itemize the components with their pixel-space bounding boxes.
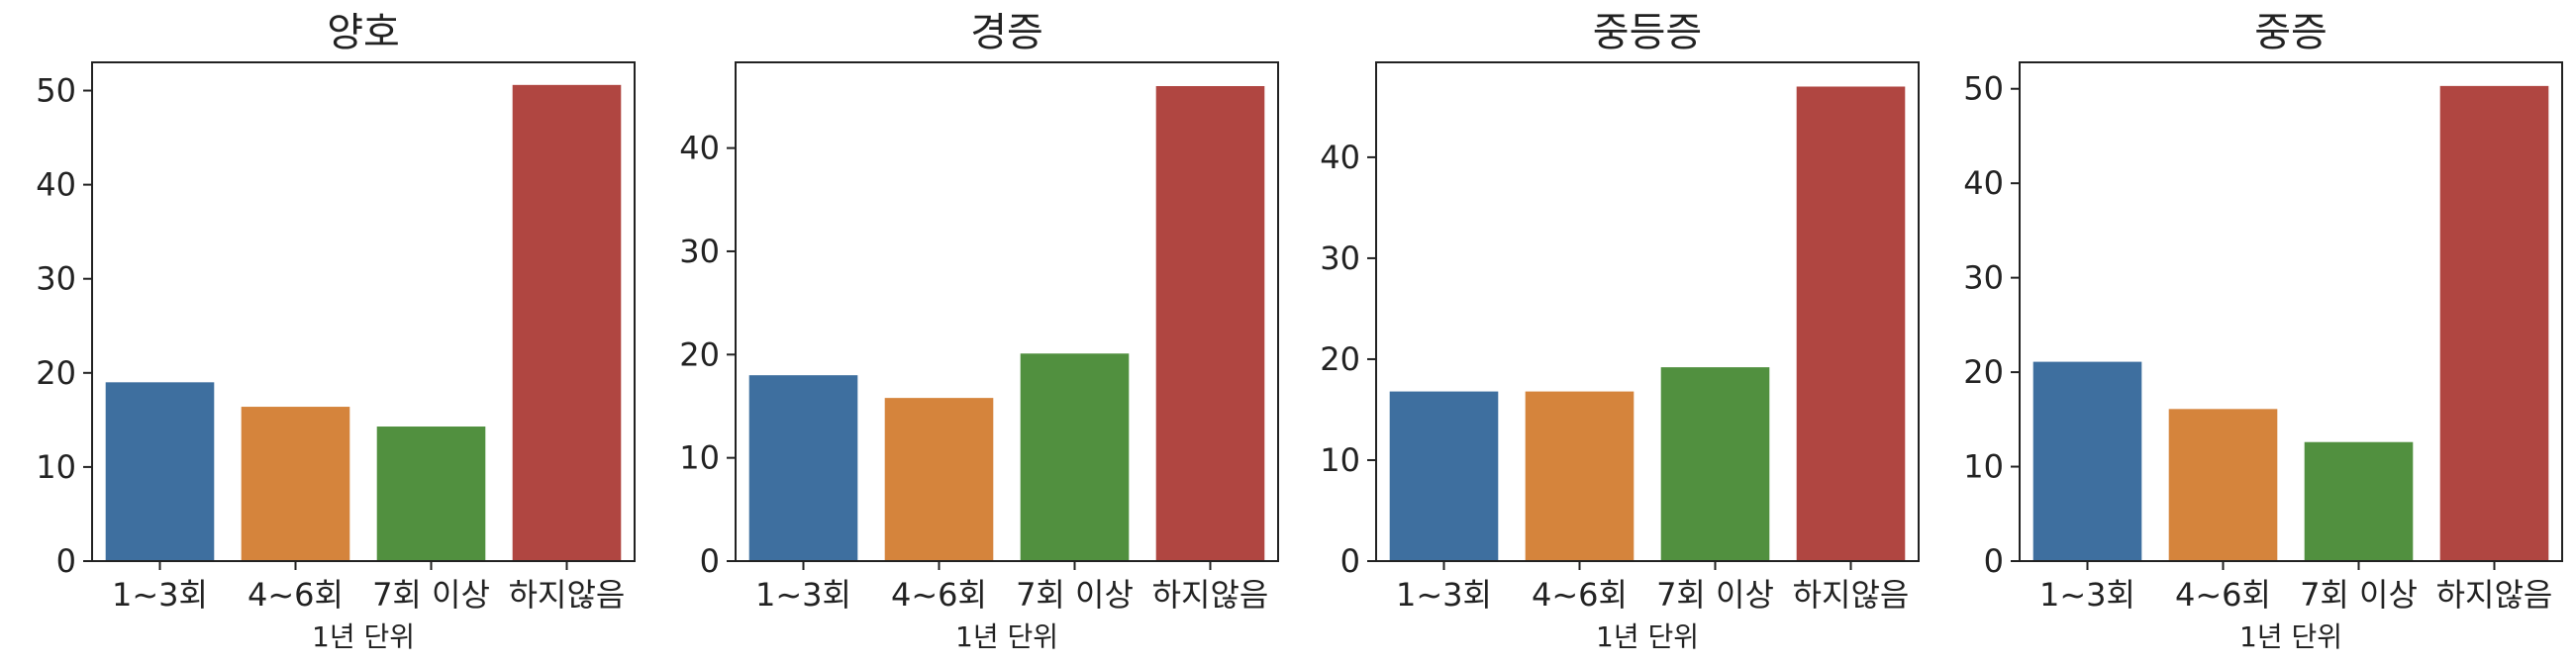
chart-panel-4: 0 10 20 30 40 50 1~3회 4~6회 7회 이상 하지않음 중증 1년 단위 [1963, 10, 2563, 653]
x-tick-label: 하지않음 [1793, 576, 1910, 614]
x-tick-label: 7회 이상 [1656, 576, 1774, 614]
y-tick-label: 40 [1320, 139, 1360, 176]
y-tick-label: 20 [36, 354, 76, 392]
plot-frame [91, 61, 636, 562]
bar-none [1796, 86, 1906, 561]
y-tick-label: 30 [1963, 259, 2004, 297]
chart-panel-1: 0 10 20 30 40 50 1~3회 4~6회 7회 이상 하지않음 양호 1년 단위 [36, 10, 636, 653]
bar-7-plus [376, 427, 486, 561]
y-tick-label: 40 [1963, 164, 2004, 202]
x-tick-label: 하지않음 [1152, 576, 1269, 614]
x-tick-label: 4~6회 [1532, 576, 1628, 614]
y-tick-label: 30 [679, 233, 720, 270]
x-axis-label: 1년 단위 [1596, 620, 1699, 653]
bar-7-plus [1020, 353, 1130, 561]
y-tick-label: 10 [36, 448, 76, 486]
x-tick-label: 1~3회 [2039, 576, 2135, 614]
y-tick-label: 30 [36, 260, 76, 298]
y-tick-label: 50 [36, 72, 76, 110]
chart-title: 중증 [2254, 10, 2328, 55]
chart-title: 양호 [327, 10, 400, 55]
bar-4-6 [2168, 409, 2278, 561]
x-tick-label: 4~6회 [2175, 576, 2271, 614]
bar-1-3 [2032, 361, 2142, 561]
chart-panel-2: 0 10 20 30 40 1~3회 4~6회 7회 이상 하지않음 경증 1년 단위 [679, 10, 1279, 653]
x-tick-label: 1~3회 [1396, 576, 1492, 614]
y-tick-label: 0 [1340, 542, 1360, 580]
bar-4-6 [884, 398, 994, 561]
bar-none [512, 84, 622, 562]
x-tick-label: 1~3회 [755, 576, 851, 614]
y-tick-label: 0 [700, 542, 720, 580]
x-axis-label: 1년 단위 [2239, 620, 2342, 653]
y-tick-label: 10 [1320, 441, 1360, 479]
bar-1-3 [105, 382, 215, 561]
y-tick-label: 20 [1963, 353, 2004, 391]
y-tick-label: 0 [1984, 542, 2004, 580]
x-axis-label: 1년 단위 [312, 620, 415, 653]
y-tick-label: 20 [1320, 340, 1360, 378]
y-tick-label: 10 [1963, 448, 2004, 486]
bar-7-plus [1660, 367, 1770, 561]
y-tick-label: 20 [679, 335, 720, 373]
y-tick-label: 40 [36, 166, 76, 204]
y-tick-label: 30 [1320, 239, 1360, 277]
x-tick-label: 4~6회 [891, 576, 987, 614]
bar-7-plus [2304, 441, 2414, 561]
plot-frame [1375, 61, 1920, 562]
y-tick-label: 50 [1963, 70, 2004, 108]
x-tick-label: 7회 이상 [2300, 576, 2418, 614]
x-tick-label: 7회 이상 [372, 576, 490, 614]
bar-none [1155, 86, 1265, 561]
y-tick-label: 40 [679, 130, 720, 167]
chart-panel-3: 0 10 20 30 40 1~3회 4~6회 7회 이상 하지않음 중등증 1년 단위 [1320, 10, 1920, 653]
y-tick-label: 10 [679, 439, 720, 477]
x-tick-label: 4~6회 [248, 576, 344, 614]
bar-4-6 [241, 407, 350, 561]
plot-frame [735, 61, 1279, 562]
plot-frame [2019, 61, 2563, 562]
chart-title: 경증 [970, 10, 1043, 55]
bar-1-3 [748, 375, 858, 561]
y-tick-label: 0 [56, 542, 76, 580]
x-axis-label: 1년 단위 [955, 620, 1058, 653]
x-tick-label: 하지않음 [509, 576, 626, 614]
x-tick-label: 하지않음 [2436, 576, 2553, 614]
bar-1-3 [1389, 391, 1499, 561]
bar-none [2439, 85, 2549, 561]
bar-4-6 [1525, 391, 1635, 561]
x-tick-label: 7회 이상 [1016, 576, 1134, 614]
x-tick-label: 1~3회 [112, 576, 208, 614]
chart-title: 중등증 [1593, 10, 1702, 55]
